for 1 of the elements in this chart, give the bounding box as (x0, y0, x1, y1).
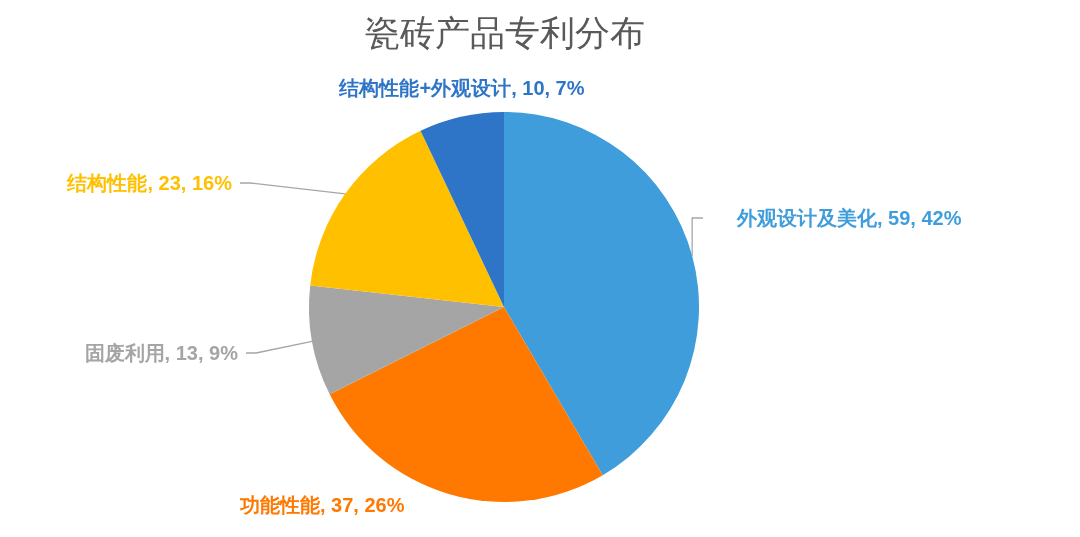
title: 瓷砖产品专利分布 (365, 12, 645, 52)
